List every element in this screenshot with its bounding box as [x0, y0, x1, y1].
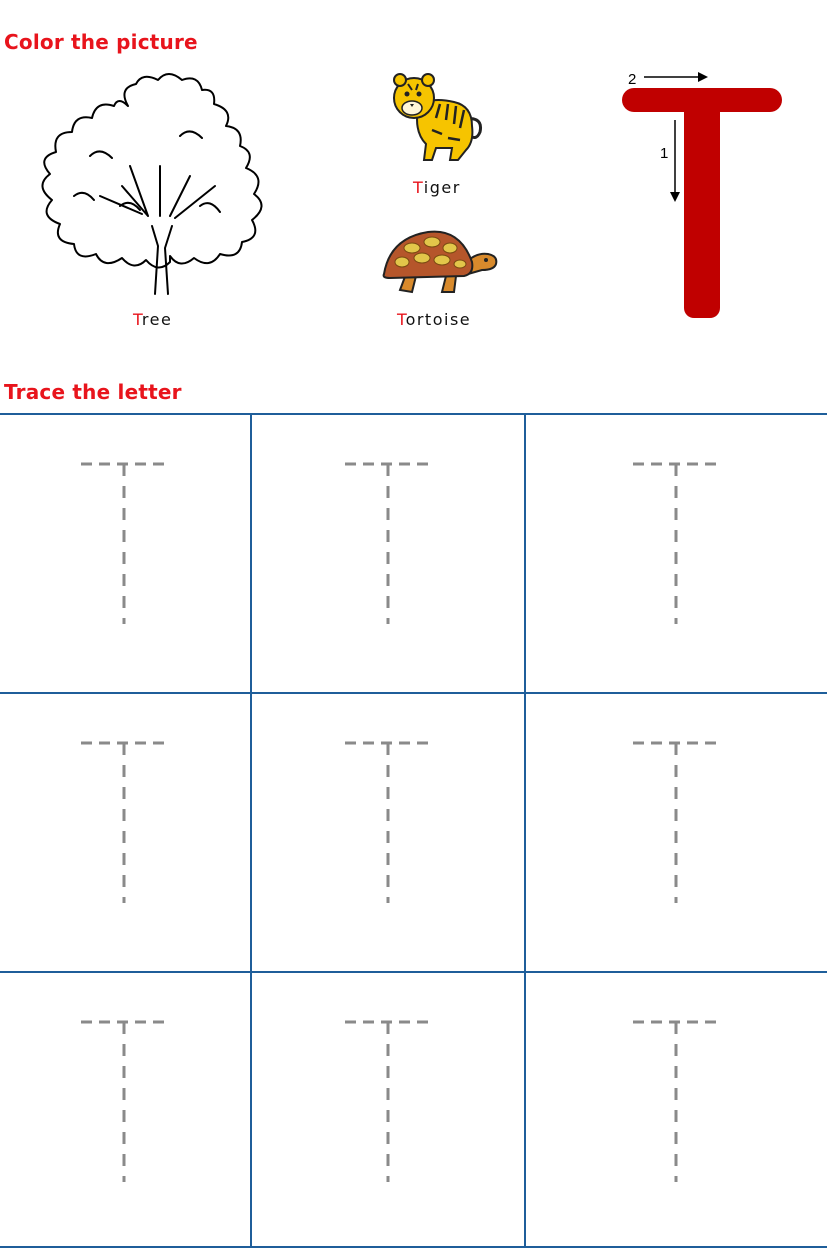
trace-cell[interactable]	[250, 692, 526, 973]
dashed-letter-t	[81, 741, 167, 903]
trace-cell[interactable]	[250, 971, 526, 1248]
tortoise-caption: Tortoise	[397, 310, 472, 329]
color-the-picture-heading: Color the picture	[4, 30, 198, 54]
dashed-letter-t	[81, 1020, 167, 1182]
trace-cell[interactable]	[524, 971, 827, 1248]
trace-the-letter-heading: Trace the letter	[4, 380, 182, 404]
trace-cell[interactable]	[524, 413, 827, 694]
dashed-letter-t	[345, 1020, 431, 1182]
tree-outline-image	[41, 73, 263, 295]
tiger-image	[393, 73, 483, 161]
stroke-1-arrow-head	[670, 192, 680, 202]
dashed-letter-t	[633, 741, 719, 903]
trace-cell[interactable]	[250, 413, 526, 694]
dashed-letter-t	[345, 741, 431, 903]
dashed-letter-t	[345, 462, 431, 624]
tiger-caption: Tiger	[413, 178, 461, 197]
tracing-grid	[0, 413, 827, 1248]
dashed-letter-t	[633, 1020, 719, 1182]
dashed-letter-t	[81, 462, 167, 624]
stroke-2-arrow-head	[698, 72, 708, 82]
trace-cell[interactable]	[0, 413, 252, 694]
dashed-letter-t	[633, 462, 719, 624]
trace-cell[interactable]	[524, 692, 827, 973]
stroke-1-number: 1	[660, 145, 668, 162]
stroke-order-letter-t: 2 1	[622, 71, 782, 318]
tree-caption: Tree	[133, 310, 173, 329]
trace-cell[interactable]	[0, 971, 252, 1248]
stroke-2-number: 2	[628, 71, 636, 88]
tortoise-image	[382, 230, 498, 294]
trace-cell[interactable]	[0, 692, 252, 973]
letter-t-stem	[684, 96, 720, 318]
